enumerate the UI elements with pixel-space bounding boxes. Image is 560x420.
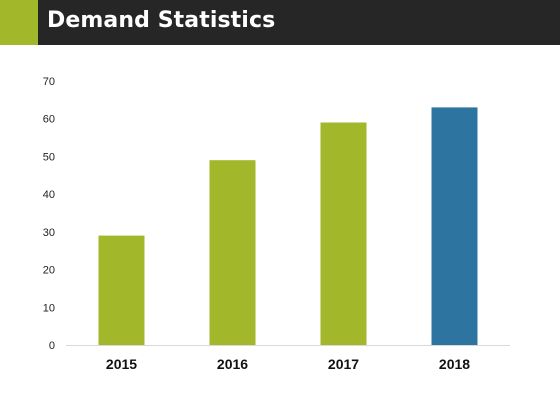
y-tick-label: 30 bbox=[43, 227, 55, 239]
bar-2017 bbox=[320, 122, 367, 345]
y-tick-label: 60 bbox=[43, 114, 55, 126]
bar-2016 bbox=[209, 160, 256, 345]
page-title: Demand Statistics bbox=[47, 8, 276, 33]
y-tick-label: 0 bbox=[49, 340, 55, 352]
y-axis-ticks: 0 10 20 30 40 50 60 70 bbox=[43, 76, 55, 352]
x-tick-label: 2017 bbox=[328, 356, 359, 372]
y-tick-label: 70 bbox=[43, 76, 55, 88]
x-axis-ticks: 2015 2016 2017 2018 bbox=[106, 356, 470, 372]
title-accent-block bbox=[0, 0, 38, 45]
title-bar: Demand Statistics bbox=[0, 0, 560, 45]
x-tick-label: 2015 bbox=[106, 356, 137, 372]
y-tick-label: 20 bbox=[43, 265, 55, 277]
y-tick-label: 10 bbox=[43, 302, 55, 314]
x-tick-label: 2018 bbox=[439, 356, 470, 372]
bar-2018 bbox=[431, 107, 478, 346]
bar-2015 bbox=[98, 235, 145, 345]
y-tick-label: 50 bbox=[43, 151, 55, 163]
y-tick-label: 40 bbox=[43, 189, 55, 201]
x-tick-label: 2016 bbox=[217, 356, 248, 372]
bars bbox=[98, 107, 478, 346]
